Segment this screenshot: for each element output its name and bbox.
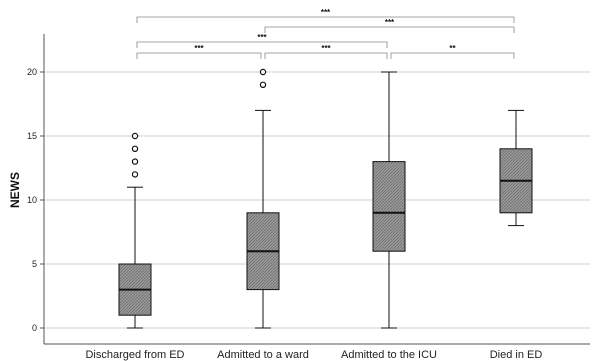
y-tick-label: 15 <box>27 131 37 141</box>
significance-label: *** <box>321 8 331 17</box>
outlier-point <box>131 171 139 178</box>
outlier-point <box>131 132 139 140</box>
significance-bracket <box>264 52 388 59</box>
outlier-point <box>259 68 267 76</box>
significance-label: *** <box>321 44 331 53</box>
y-axis-label: NEWS <box>8 172 22 208</box>
significance-label: *** <box>194 44 204 53</box>
box-iqr <box>372 161 406 252</box>
axes-layer: 0 5 10 15 20 Discharged from ED Admitted to a … <box>27 34 590 361</box>
significance-bracket <box>136 16 515 23</box>
y-tick-label: 10 <box>27 195 37 205</box>
significance-label: *** <box>257 33 267 42</box>
significance-bracket <box>136 41 388 48</box>
y-tick-label: 0 <box>32 323 37 333</box>
outlier-point <box>131 158 139 165</box>
x-category-label: Died in ED <box>490 349 543 361</box>
significance-label: ** <box>449 44 456 53</box>
outlier-point <box>259 81 267 89</box>
significance-bracket <box>390 52 515 59</box>
outlier-point <box>131 145 139 152</box>
y-tick-label: 20 <box>27 67 37 77</box>
y-tick-label: 5 <box>32 259 37 269</box>
significance-layer: *** *** *********** <box>136 8 515 59</box>
x-category-label: Admitted to a ward <box>217 349 309 361</box>
significance-bracket <box>136 52 262 59</box>
x-category-label: Admitted to the ICU <box>341 349 437 361</box>
significance-label: *** <box>385 18 395 27</box>
boxes-layer <box>118 68 533 329</box>
x-category-label: Discharged from ED <box>85 349 184 361</box>
significance-bracket <box>264 26 515 33</box>
